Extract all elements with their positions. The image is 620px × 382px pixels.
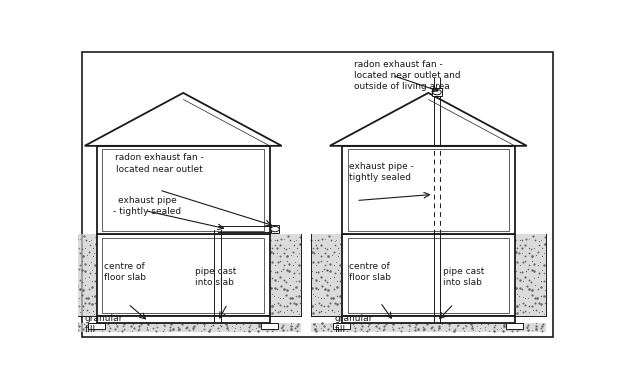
Bar: [432, 89, 441, 96]
Bar: [66, 323, 301, 332]
Bar: [311, 323, 546, 332]
Bar: [342, 316, 515, 323]
Text: pipe cast
into slab: pipe cast into slab: [443, 267, 484, 287]
Text: radon exhaust fan -
located near outlet and
outside of living area: radon exhaust fan - located near outlet …: [354, 60, 461, 91]
Bar: [342, 146, 515, 234]
Bar: [334, 323, 350, 329]
Text: exhaust pipe
- tightly sealed: exhaust pipe - tightly sealed: [113, 196, 181, 216]
Bar: [311, 234, 342, 316]
Text: centre of
floor slab: centre of floor slab: [104, 262, 146, 282]
Bar: [102, 149, 264, 231]
Text: granular
fill: granular fill: [85, 314, 123, 334]
Text: granular
fill: granular fill: [335, 314, 373, 334]
Bar: [271, 225, 279, 233]
Bar: [97, 316, 270, 323]
Bar: [348, 238, 509, 313]
Bar: [97, 234, 270, 316]
Bar: [507, 323, 523, 329]
Polygon shape: [85, 93, 281, 146]
Circle shape: [271, 227, 279, 232]
Bar: [270, 234, 301, 316]
Text: pipe cast
into slab: pipe cast into slab: [195, 267, 237, 287]
Bar: [102, 238, 264, 313]
Bar: [66, 234, 97, 316]
Bar: [515, 234, 546, 316]
Bar: [261, 323, 278, 329]
Bar: [97, 146, 270, 234]
Text: centre of
floor slab: centre of floor slab: [349, 262, 391, 282]
Text: exhaust pipe -
tightly sealed: exhaust pipe - tightly sealed: [349, 162, 414, 182]
Bar: [88, 323, 105, 329]
Polygon shape: [330, 93, 527, 146]
Bar: [342, 234, 515, 316]
Circle shape: [433, 89, 441, 95]
Bar: [348, 149, 509, 231]
Text: radon exhaust fan -
located near outlet: radon exhaust fan - located near outlet: [115, 154, 203, 173]
